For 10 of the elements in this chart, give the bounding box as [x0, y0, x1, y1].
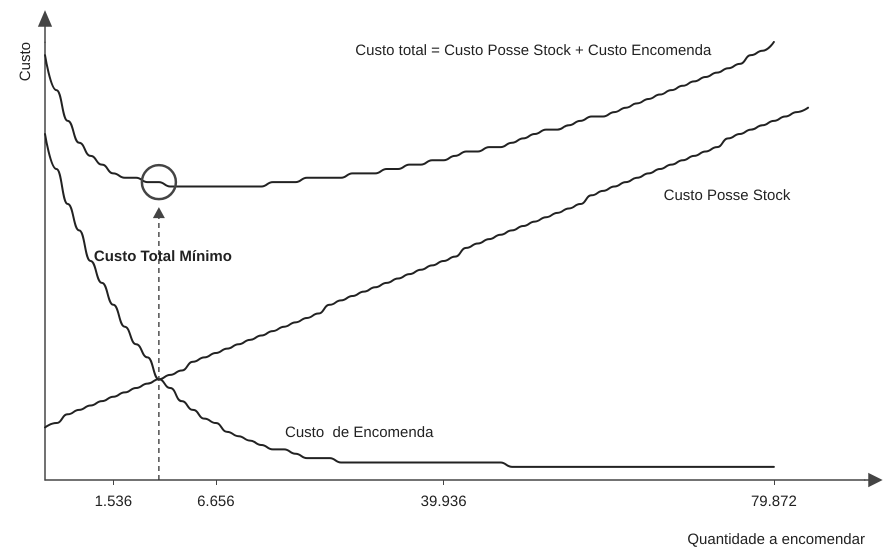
series-label: Custo Posse Stock: [664, 186, 791, 204]
y-axis-title: Custo: [17, 42, 34, 82]
x-tick-label: 39.936: [420, 493, 467, 510]
series-label: Custo total = Custo Posse Stock + Custo Encomenda: [355, 42, 712, 59]
x-tick-label: 6.656: [197, 493, 235, 510]
x-axis-title: Quantidade a encomendar: [687, 531, 865, 548]
annotation: Custo Total Mínimo: [94, 248, 232, 266]
x-tick-label: 79.872: [750, 493, 797, 510]
series-label: Custo de Encomenda: [285, 424, 434, 442]
x-tick-label: 1.536: [94, 493, 132, 510]
